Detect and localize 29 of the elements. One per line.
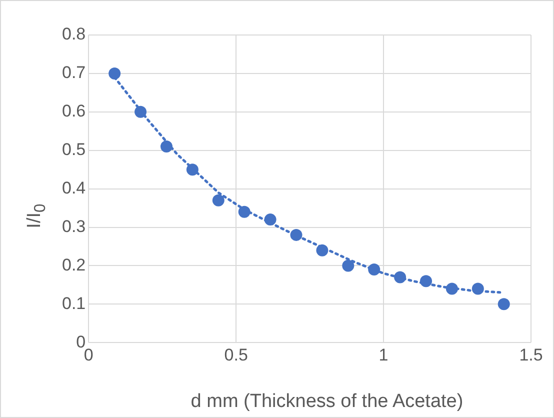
point	[290, 228, 302, 241]
point	[498, 298, 510, 310]
y-tick-label: 0.5	[62, 140, 86, 160]
x-tick-label: 1.5	[519, 345, 543, 364]
point	[446, 282, 458, 295]
point	[160, 140, 172, 153]
y-tick-label: 0.2	[62, 255, 86, 274]
point	[134, 106, 147, 118]
point	[472, 282, 484, 295]
y-tick-label: 0.8	[62, 24, 86, 44]
point	[368, 264, 380, 276]
point	[186, 164, 198, 176]
y-tick-label: 0.4	[62, 178, 86, 198]
x-tick-label: 0.5	[224, 345, 248, 364]
point	[108, 67, 121, 80]
y-tick-label: 0.3	[62, 216, 86, 236]
point	[394, 271, 406, 284]
point	[212, 194, 224, 206]
y-tick-label: 0.6	[62, 102, 86, 121]
point	[264, 214, 276, 226]
point	[238, 206, 250, 218]
y-tick-label: 0.1	[62, 294, 86, 313]
x-tick-label: 1	[378, 345, 388, 364]
point	[342, 260, 354, 272]
point	[316, 244, 328, 256]
y-tick-label: 0.7	[62, 63, 86, 82]
y-tick-label: 0	[76, 332, 86, 352]
point	[420, 275, 432, 288]
x-axis-title: d mm (Thickness of the Acetate)	[190, 391, 464, 413]
